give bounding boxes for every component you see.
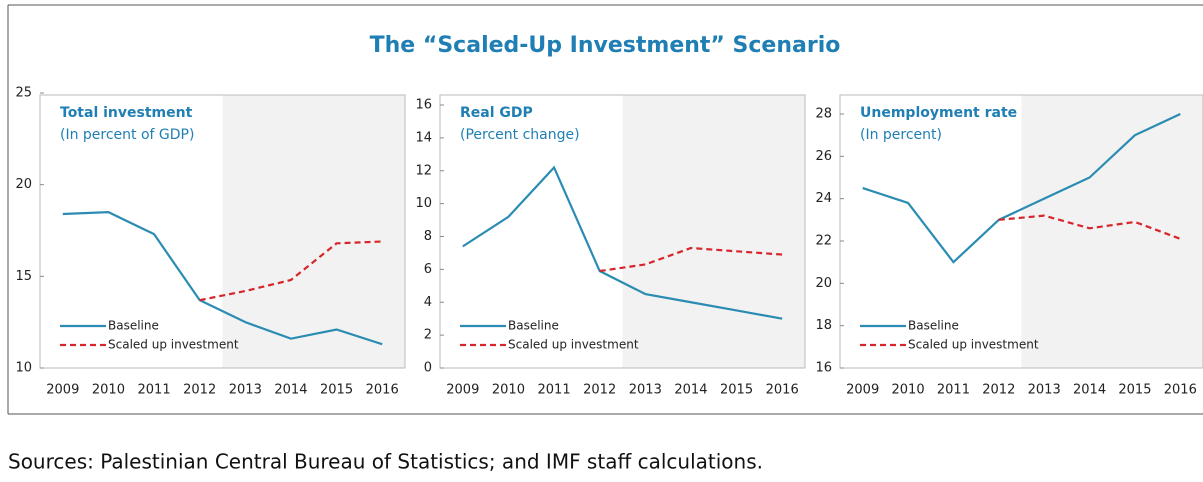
shaded-region bbox=[1022, 95, 1203, 368]
panel-title: Real GDP bbox=[460, 105, 533, 121]
panel-subtitle: (In percent of GDP) bbox=[60, 127, 194, 143]
y-tick-label: 10 bbox=[415, 196, 432, 211]
y-tick-label: 0 bbox=[424, 361, 432, 376]
x-tick-label: 2009 bbox=[46, 383, 79, 398]
x-tick-label: 2013 bbox=[629, 383, 662, 398]
x-tick-label: 2012 bbox=[982, 383, 1015, 398]
x-tick-label: 2013 bbox=[1028, 383, 1061, 398]
y-tick-label: 22 bbox=[815, 234, 832, 249]
x-tick-label: 2016 bbox=[366, 383, 399, 398]
x-tick-label: 2012 bbox=[183, 383, 216, 398]
y-tick-label: 20 bbox=[15, 177, 32, 192]
y-tick-label: 16 bbox=[815, 361, 832, 376]
legend-label: Scaled up investment bbox=[508, 338, 639, 352]
y-tick-label: 14 bbox=[415, 130, 432, 145]
x-tick-label: 2009 bbox=[846, 383, 879, 398]
x-tick-label: 2014 bbox=[1073, 383, 1106, 398]
figure-title: The “Scaled-Up Investment” Scenario bbox=[370, 33, 841, 58]
y-tick-label: 15 bbox=[15, 269, 32, 284]
legend-label: Baseline bbox=[108, 319, 159, 333]
x-tick-label: 2013 bbox=[229, 383, 262, 398]
shaded-region bbox=[623, 95, 806, 368]
panel-subtitle: (Percent change) bbox=[460, 127, 580, 143]
legend-label: Baseline bbox=[508, 319, 559, 333]
y-tick-label: 16 bbox=[415, 98, 432, 113]
x-tick-label: 2015 bbox=[720, 383, 753, 398]
shaded-region bbox=[223, 95, 406, 368]
source-note: Sources: Palestinian Central Bureau of S… bbox=[8, 450, 763, 474]
x-tick-label: 2016 bbox=[766, 383, 799, 398]
y-tick-label: 28 bbox=[815, 107, 832, 122]
x-tick-label: 2014 bbox=[674, 383, 707, 398]
x-tick-label: 2015 bbox=[1118, 383, 1151, 398]
x-tick-label: 2011 bbox=[138, 383, 171, 398]
y-tick-label: 2 bbox=[424, 328, 432, 343]
x-tick-label: 2010 bbox=[92, 383, 125, 398]
y-tick-label: 8 bbox=[424, 229, 432, 244]
x-tick-label: 2010 bbox=[892, 383, 925, 398]
y-tick-label: 4 bbox=[424, 295, 432, 310]
legend-label: Baseline bbox=[908, 319, 959, 333]
panel-title: Total investment bbox=[60, 105, 193, 121]
legend-label: Scaled up investment bbox=[108, 338, 239, 352]
x-tick-label: 2009 bbox=[446, 383, 479, 398]
x-tick-label: 2015 bbox=[320, 383, 353, 398]
y-tick-label: 25 bbox=[15, 86, 32, 101]
y-tick-label: 26 bbox=[815, 149, 832, 164]
panel-subtitle: (In percent) bbox=[860, 127, 942, 143]
y-tick-label: 6 bbox=[424, 262, 432, 277]
x-tick-label: 2012 bbox=[583, 383, 616, 398]
x-tick-label: 2011 bbox=[937, 383, 970, 398]
x-tick-label: 2011 bbox=[538, 383, 571, 398]
y-tick-label: 18 bbox=[815, 318, 832, 333]
y-tick-label: 12 bbox=[415, 163, 432, 178]
y-tick-label: 24 bbox=[815, 191, 832, 206]
y-tick-label: 20 bbox=[815, 276, 832, 291]
legend-label: Scaled up investment bbox=[908, 338, 1039, 352]
x-tick-label: 2014 bbox=[274, 383, 307, 398]
y-tick-label: 10 bbox=[15, 361, 32, 376]
x-tick-label: 2010 bbox=[492, 383, 525, 398]
x-tick-label: 2016 bbox=[1164, 383, 1197, 398]
panel-title: Unemployment rate bbox=[860, 105, 1017, 121]
